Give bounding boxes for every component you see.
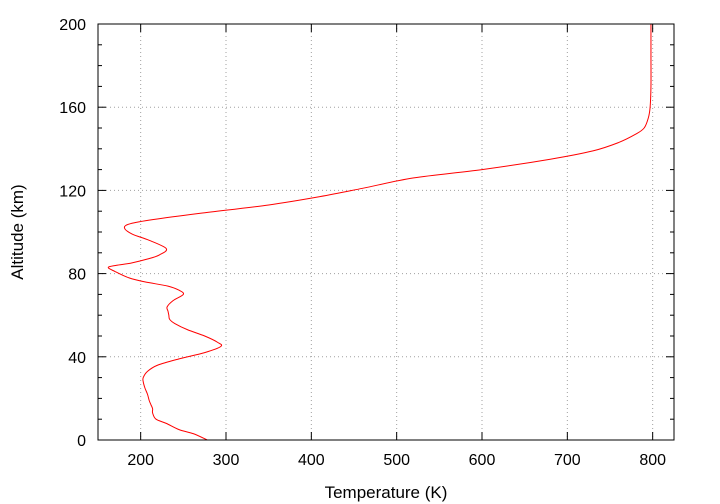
plot-frame — [97, 23, 675, 441]
x-axis-title: Temperature (K) — [325, 483, 448, 502]
x-tick-label: 200 — [127, 452, 154, 469]
y-tick-label: 160 — [59, 100, 86, 117]
axis-ticks — [98, 23, 674, 441]
x-tick-label: 600 — [469, 452, 496, 469]
x-tick-label: 500 — [383, 452, 410, 469]
series-layer — [107, 24, 652, 441]
y-tick-label: 200 — [59, 17, 86, 34]
temperature-profile-line — [107, 24, 652, 441]
tick-labels: 200 300 400 500 600 700 800 0 40 80 120 160 200 — [59, 17, 666, 469]
y-axis-title: Altitude (km) — [8, 184, 27, 279]
x-tick-label: 400 — [298, 452, 325, 469]
y-tick-label: 0 — [77, 433, 86, 450]
y-tick-label: 40 — [68, 350, 86, 367]
grid — [98, 24, 674, 440]
y-tick-label: 120 — [59, 183, 86, 200]
x-tick-label: 700 — [554, 452, 581, 469]
x-tick-label: 800 — [639, 452, 666, 469]
y-tick-label: 80 — [68, 267, 86, 284]
x-tick-label: 300 — [213, 452, 240, 469]
